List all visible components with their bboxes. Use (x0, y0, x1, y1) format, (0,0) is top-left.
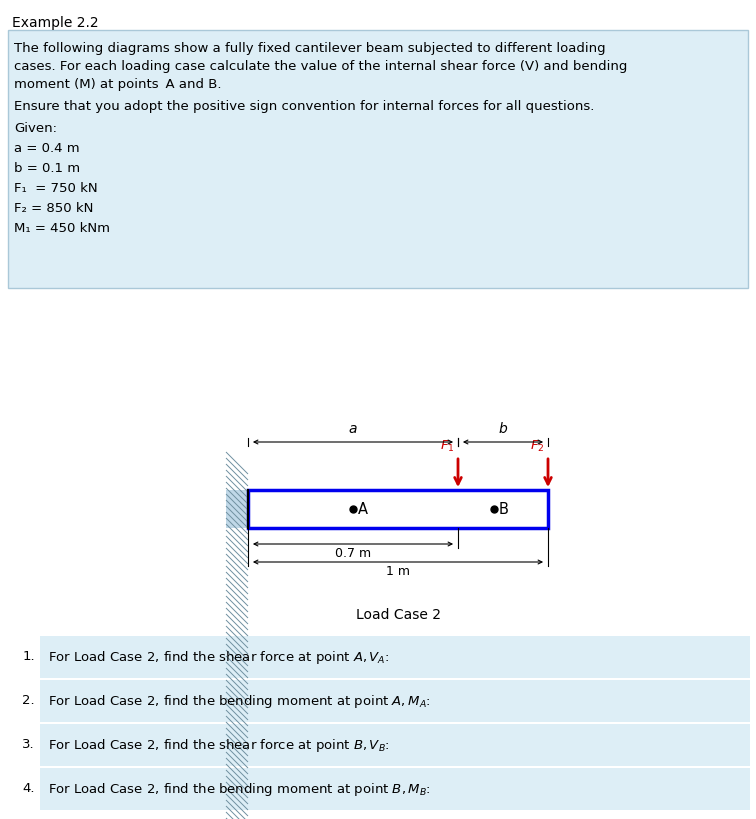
Text: $F_1$: $F_1$ (441, 439, 455, 454)
Text: Ensure that you adopt the positive sign convention for internal forces for all q: Ensure that you adopt the positive sign … (14, 100, 594, 113)
Text: a = 0.4 m: a = 0.4 m (14, 142, 79, 155)
Bar (40, 680, 750, 722)
Bar (226, 490, 248, 528)
Text: $F_2$: $F_2$ (531, 439, 545, 454)
Text: moment (M) at points  A and B.: moment (M) at points A and B. (14, 78, 222, 91)
Bar (8, 30, 748, 288)
Text: 1.: 1. (23, 650, 35, 663)
Text: 3.: 3. (23, 739, 35, 752)
Text: 4.: 4. (23, 782, 35, 795)
Text: 2.: 2. (23, 695, 35, 708)
Text: 1 m: 1 m (386, 565, 410, 578)
Bar (40, 768, 750, 810)
Text: Example 2.2: Example 2.2 (12, 16, 98, 30)
Bar (248, 490, 548, 528)
Text: The following diagrams show a fully fixed cantilever beam subjected to different: The following diagrams show a fully fixe… (14, 42, 606, 55)
Text: A: A (358, 501, 368, 517)
Text: For Load Case 2, find the bending moment at point $B, M_{B}$:: For Load Case 2, find the bending moment… (48, 781, 431, 798)
Text: For Load Case 2, find the shear force at point $B, V_{B}$:: For Load Case 2, find the shear force at… (48, 736, 389, 753)
Text: M₁ = 450 kNm: M₁ = 450 kNm (14, 222, 110, 235)
Text: 0.7 m: 0.7 m (335, 547, 371, 560)
Text: For Load Case 2, find the shear force at point $A, V_{A}$:: For Load Case 2, find the shear force at… (48, 649, 389, 666)
Text: cases. For each loading case calculate the value of the internal shear force (V): cases. For each loading case calculate t… (14, 60, 627, 73)
Text: For Load Case 2, find the bending moment at point $A, M_{A}$:: For Load Case 2, find the bending moment… (48, 693, 431, 709)
Text: $a$: $a$ (349, 422, 358, 436)
Text: F₁  = 750 kN: F₁ = 750 kN (14, 182, 98, 195)
Text: F₂ = 850 kN: F₂ = 850 kN (14, 202, 94, 215)
Text: $b$: $b$ (498, 421, 508, 436)
Text: b = 0.1 m: b = 0.1 m (14, 162, 80, 175)
Bar (40, 636, 750, 678)
Text: B: B (499, 501, 509, 517)
Text: Given:: Given: (14, 122, 57, 135)
Bar (40, 724, 750, 766)
Text: Load Case 2: Load Case 2 (355, 608, 441, 622)
